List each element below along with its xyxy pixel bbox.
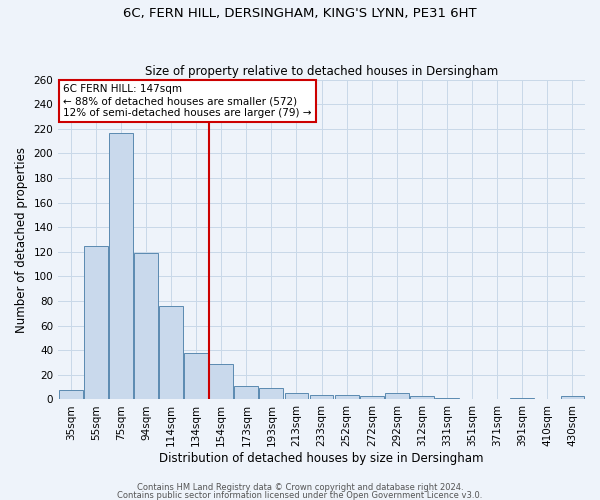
Bar [410,396,434,400]
Y-axis label: Number of detached properties: Number of detached properties [15,146,28,332]
Bar [109,132,133,400]
Text: 6C, FERN HILL, DERSINGHAM, KING'S LYNN, PE31 6HT: 6C, FERN HILL, DERSINGHAM, KING'S LYNN, … [123,8,477,20]
Bar [435,398,459,400]
Bar [259,388,283,400]
Bar [59,390,83,400]
Bar [209,364,233,400]
Bar [560,396,584,400]
Bar [235,386,258,400]
Bar [184,352,208,400]
Bar [284,394,308,400]
Bar [511,398,534,400]
Text: Contains HM Land Registry data © Crown copyright and database right 2024.: Contains HM Land Registry data © Crown c… [137,484,463,492]
Bar [385,394,409,400]
Bar [159,306,183,400]
Bar [335,394,359,400]
Title: Size of property relative to detached houses in Dersingham: Size of property relative to detached ho… [145,66,498,78]
Bar [360,396,383,400]
Text: Contains public sector information licensed under the Open Government Licence v3: Contains public sector information licen… [118,490,482,500]
Bar [84,246,108,400]
X-axis label: Distribution of detached houses by size in Dersingham: Distribution of detached houses by size … [160,452,484,465]
Text: 6C FERN HILL: 147sqm
← 88% of detached houses are smaller (572)
12% of semi-deta: 6C FERN HILL: 147sqm ← 88% of detached h… [64,84,312,117]
Bar [134,253,158,400]
Bar [310,394,334,400]
